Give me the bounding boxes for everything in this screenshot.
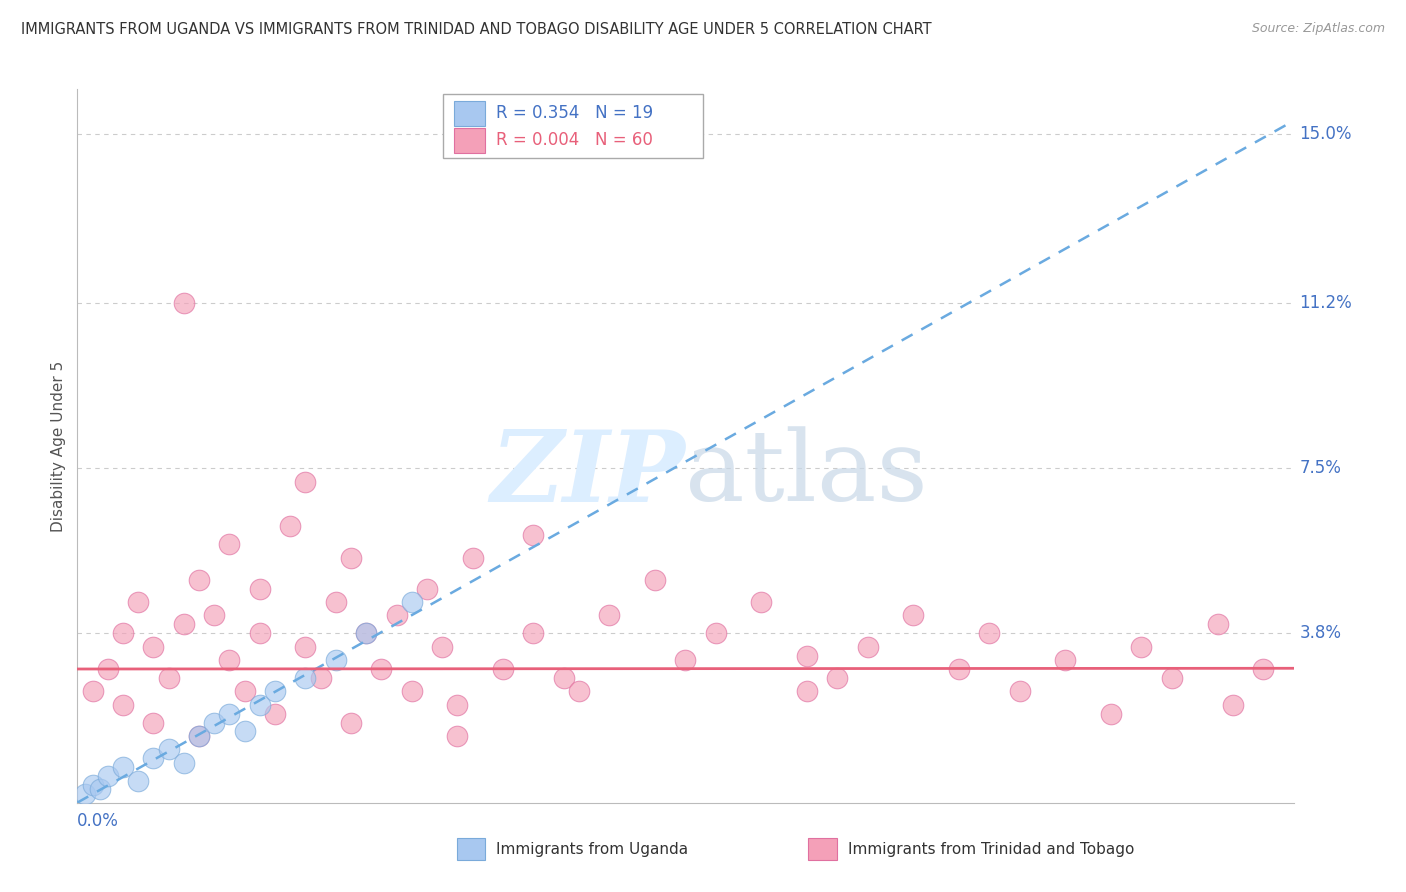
Point <box>173 617 195 632</box>
Text: R = 0.354   N = 19: R = 0.354 N = 19 <box>496 104 654 122</box>
Point <box>461 550 484 565</box>
Point <box>1222 698 1244 712</box>
Point <box>446 698 468 712</box>
Point <box>294 640 316 654</box>
Point <box>188 729 211 743</box>
Point <box>233 724 256 739</box>
Point <box>157 671 180 685</box>
Point <box>218 706 240 721</box>
Point <box>354 626 377 640</box>
Point <box>73 787 96 801</box>
Text: 7.5%: 7.5% <box>1299 459 1341 477</box>
Text: R = 0.004   N = 60: R = 0.004 N = 60 <box>496 131 654 149</box>
Text: 15.0%: 15.0% <box>1299 125 1353 143</box>
Point <box>142 751 165 765</box>
Point <box>127 773 149 788</box>
Point <box>82 778 104 792</box>
Point <box>173 296 195 310</box>
Point <box>446 729 468 743</box>
Point <box>97 769 120 783</box>
Point <box>202 608 225 623</box>
Point <box>751 595 773 609</box>
Point <box>827 671 849 685</box>
Point <box>522 626 544 640</box>
Point <box>1160 671 1182 685</box>
Point <box>218 653 240 667</box>
Point <box>903 608 925 623</box>
Text: 0.0%: 0.0% <box>77 812 120 830</box>
Point <box>796 648 818 663</box>
Point <box>430 640 453 654</box>
Point <box>97 662 120 676</box>
Point <box>127 595 149 609</box>
Point <box>218 537 240 551</box>
Text: atlas: atlas <box>686 426 928 523</box>
Point <box>704 626 727 640</box>
Point <box>309 671 332 685</box>
Point <box>492 662 515 676</box>
Point <box>294 671 316 685</box>
Point <box>264 706 287 721</box>
Point <box>157 742 180 756</box>
Point <box>644 573 666 587</box>
Point <box>354 626 377 640</box>
Point <box>249 698 271 712</box>
Point <box>264 684 287 698</box>
Point <box>188 573 211 587</box>
Point <box>82 684 104 698</box>
Point <box>249 626 271 640</box>
Point <box>979 626 1001 640</box>
Point <box>401 684 423 698</box>
Text: ZIP: ZIP <box>491 426 686 523</box>
Point <box>249 582 271 596</box>
Point <box>233 684 256 698</box>
Point <box>188 729 211 743</box>
Point <box>598 608 620 623</box>
Point <box>675 653 697 667</box>
Point <box>294 475 316 489</box>
Point <box>522 528 544 542</box>
Point <box>796 684 818 698</box>
Point <box>1054 653 1077 667</box>
Point <box>1206 617 1229 632</box>
Point <box>202 715 225 730</box>
Text: Source: ZipAtlas.com: Source: ZipAtlas.com <box>1251 22 1385 36</box>
Point <box>173 756 195 770</box>
Point <box>1251 662 1274 676</box>
Point <box>325 595 347 609</box>
Text: Immigrants from Trinidad and Tobago: Immigrants from Trinidad and Tobago <box>848 842 1135 856</box>
Text: 11.2%: 11.2% <box>1299 294 1353 312</box>
Point <box>142 715 165 730</box>
Point <box>1130 640 1153 654</box>
Y-axis label: Disability Age Under 5: Disability Age Under 5 <box>51 360 66 532</box>
Point <box>340 550 363 565</box>
Point <box>370 662 392 676</box>
Point <box>1008 684 1031 698</box>
Point <box>401 595 423 609</box>
Text: Immigrants from Uganda: Immigrants from Uganda <box>496 842 689 856</box>
Point <box>416 582 439 596</box>
Point <box>142 640 165 654</box>
Text: 3.8%: 3.8% <box>1299 624 1341 642</box>
Point <box>111 698 134 712</box>
Point <box>948 662 970 676</box>
Point <box>89 782 111 797</box>
Point <box>278 519 301 533</box>
Text: IMMIGRANTS FROM UGANDA VS IMMIGRANTS FROM TRINIDAD AND TOBAGO DISABILITY AGE UND: IMMIGRANTS FROM UGANDA VS IMMIGRANTS FRO… <box>21 22 932 37</box>
Point <box>325 653 347 667</box>
Point <box>856 640 879 654</box>
Point <box>553 671 575 685</box>
Point <box>111 626 134 640</box>
Point <box>385 608 408 623</box>
Point <box>340 715 363 730</box>
Point <box>111 760 134 774</box>
Point <box>1099 706 1122 721</box>
Point <box>568 684 591 698</box>
